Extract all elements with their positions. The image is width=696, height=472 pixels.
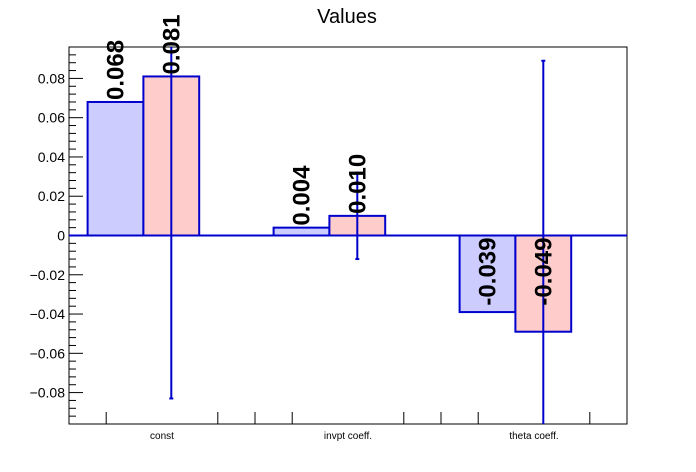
y-tick-label: 0.06 <box>38 110 65 126</box>
y-tick-label: −0.04 <box>30 306 66 322</box>
data-label: 0.010 <box>344 154 371 214</box>
plot-area: 0.08 0.06 0.04 0.02 0 −0.02 −0.04 −0.06 −0.08 con… <box>30 14 628 442</box>
y-tick-label: 0 <box>57 228 65 244</box>
chart-title: Values <box>317 6 377 28</box>
y-tick-label: −0.08 <box>30 385 66 401</box>
category-label: invpt coeff. <box>324 431 372 442</box>
y-tick-label: 0.02 <box>38 188 65 204</box>
y-tick-label: 0.04 <box>38 149 65 165</box>
y-tick-label: −0.06 <box>30 345 66 361</box>
data-label: 0.081 <box>158 14 185 74</box>
data-label: -0.039 <box>475 238 502 306</box>
bar-series1 <box>272 226 331 237</box>
y-tick-label: 0.08 <box>38 70 65 86</box>
category-label: theta coeff. <box>509 431 558 442</box>
category-label: const <box>150 431 174 442</box>
bar-series1 <box>86 100 145 237</box>
data-label: 0.004 <box>289 165 316 226</box>
y-tick-label: −0.02 <box>30 267 66 283</box>
bar-series1 <box>458 234 517 314</box>
data-label: -0.049 <box>530 238 557 306</box>
data-label: 0.068 <box>103 40 130 100</box>
